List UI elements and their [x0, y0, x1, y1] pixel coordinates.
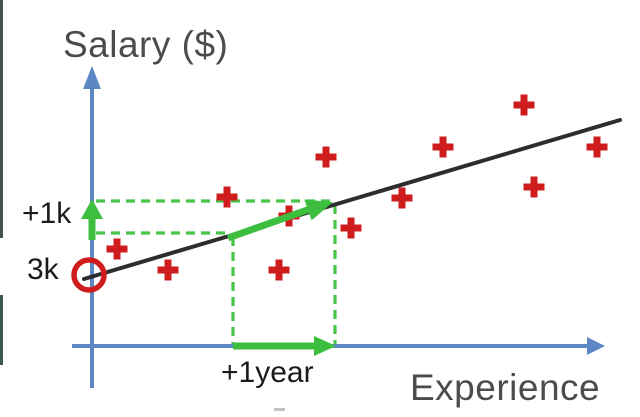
slide-edge-mark: [274, 408, 285, 411]
data-point-cross: [432, 136, 454, 158]
data-point-cross: [340, 217, 362, 239]
data-point-cross: [315, 146, 337, 168]
data-point-cross: [157, 259, 179, 281]
data-point-cross: [586, 136, 608, 158]
slope-run-label: +1year: [221, 356, 314, 389]
x-axis-title: Experience: [410, 367, 601, 408]
run-arrow-head-icon: [314, 336, 336, 356]
x-axis-arrow-icon: [587, 337, 605, 355]
data-point-cross: [391, 187, 413, 209]
data-point-cross: [106, 238, 128, 260]
data-point-cross: [513, 94, 535, 116]
slope-arrow-head-icon: [304, 199, 333, 221]
data-point-cross: [523, 176, 545, 198]
slope-rise-label: +1k: [22, 197, 72, 230]
data-point-cross: [268, 259, 290, 281]
slide-edge-mark: [0, 0, 3, 238]
y-axis-title: Salary ($): [63, 24, 229, 65]
intercept-circle: [71, 257, 107, 293]
rise-arrow-head-icon: [81, 199, 103, 219]
regression-line: [82, 118, 622, 281]
intercept-label: 3k: [27, 253, 59, 286]
slide-edge-mark: [0, 295, 3, 365]
y-axis-arrow-icon: [83, 66, 101, 89]
slope-arrow: [226, 205, 312, 242]
data-point-cross: [216, 186, 238, 208]
